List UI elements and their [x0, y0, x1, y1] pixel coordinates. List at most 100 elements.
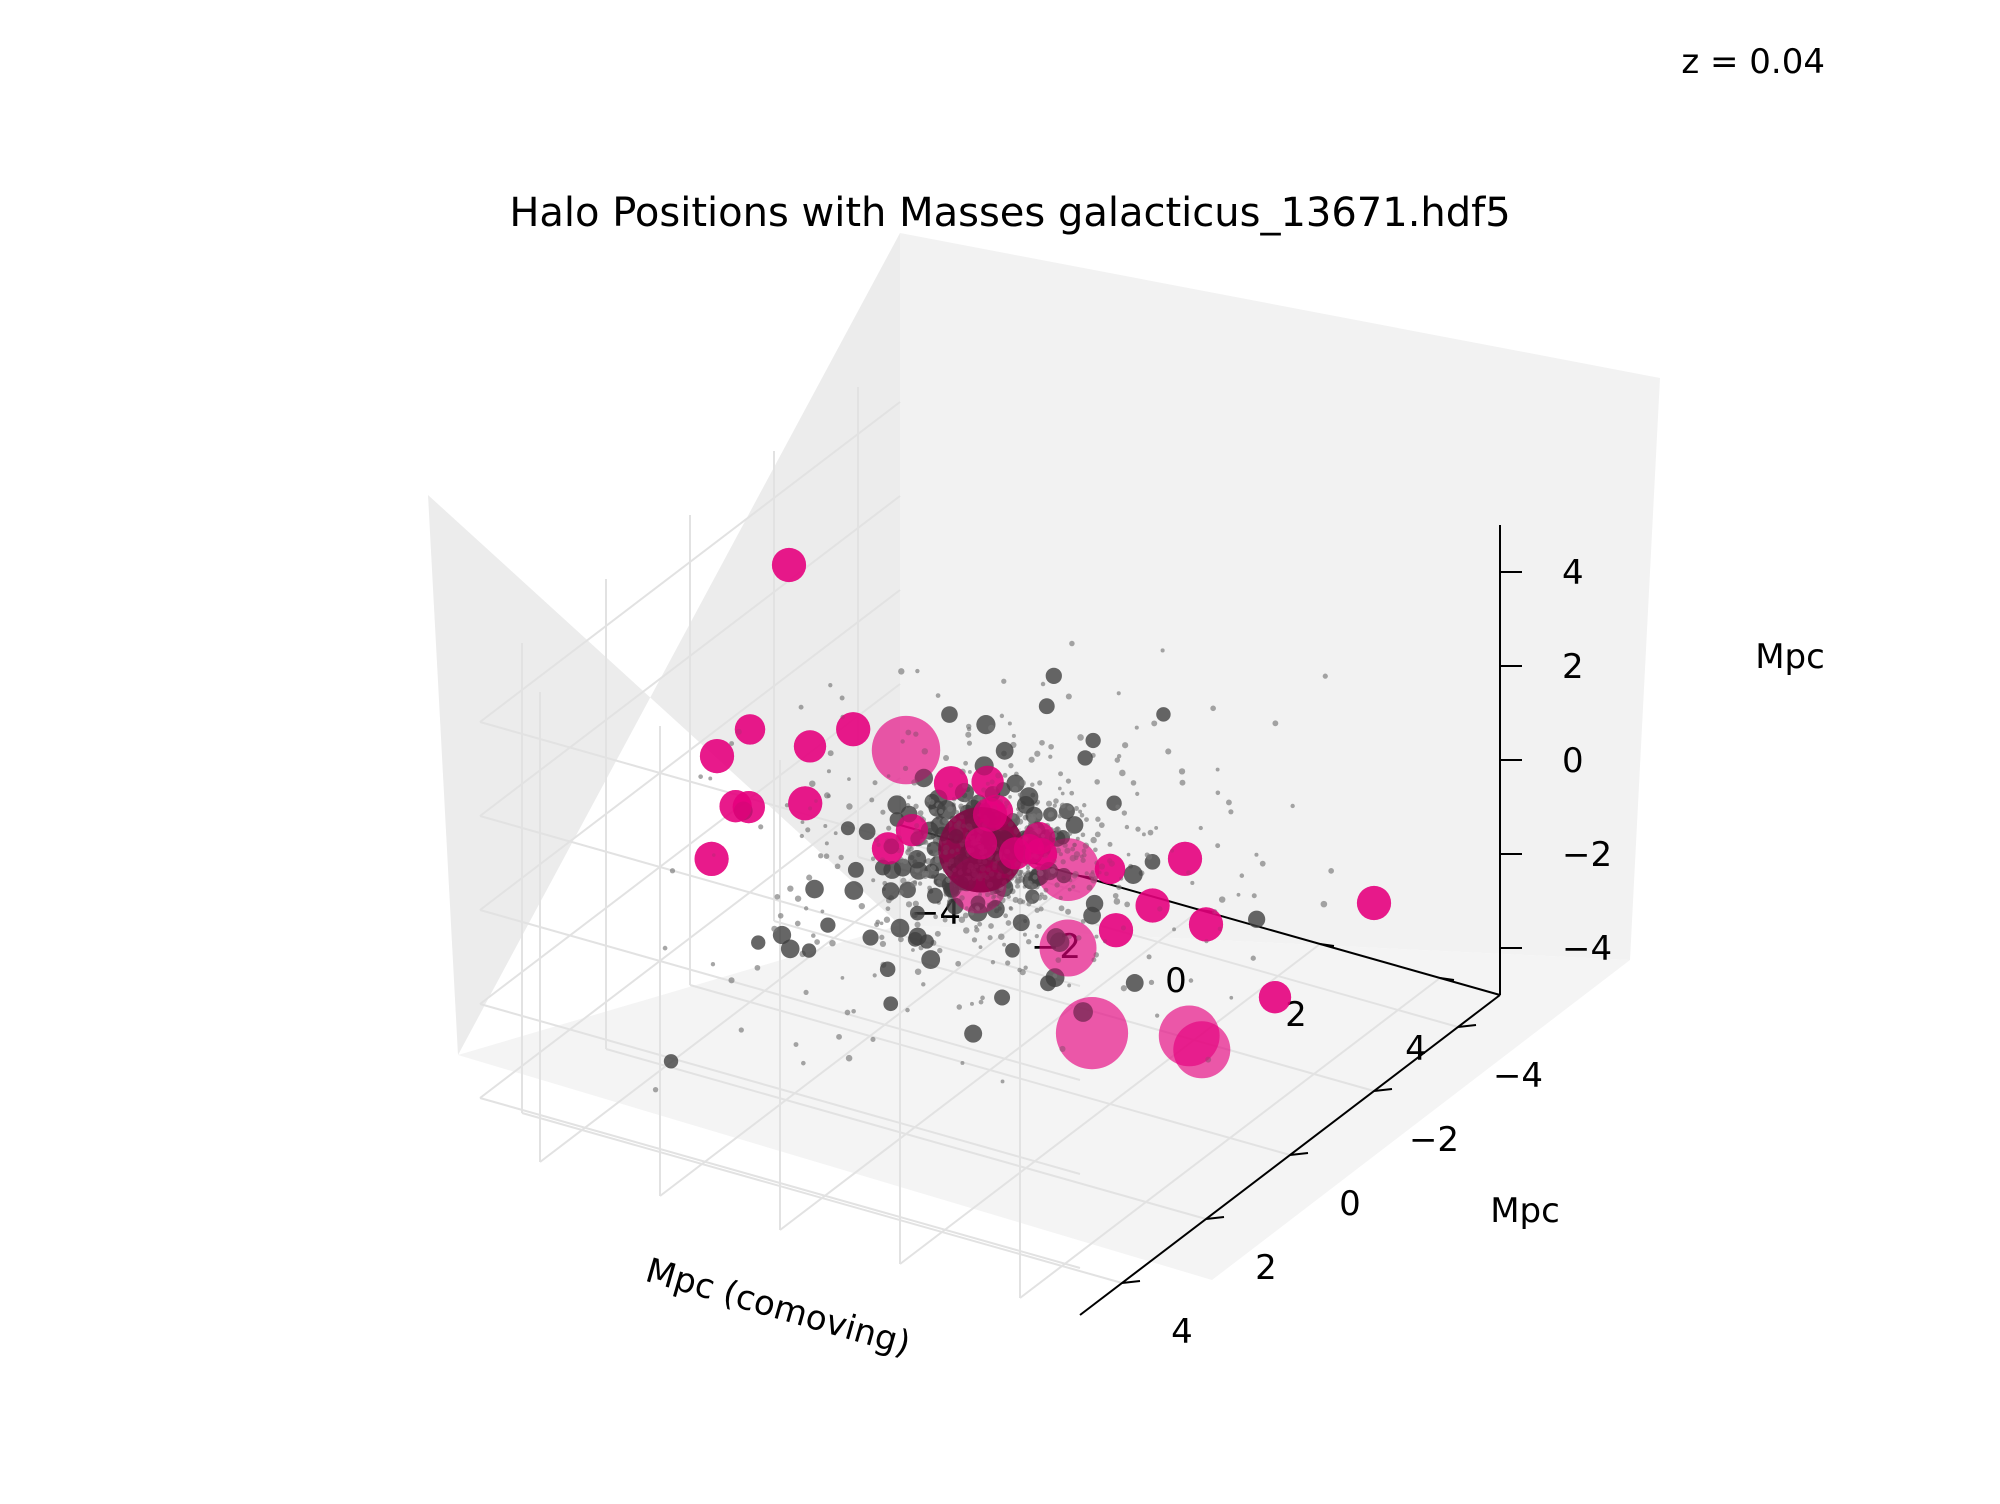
small-halo-point	[1215, 790, 1221, 796]
small-halo-point	[803, 989, 809, 995]
small-halo-point	[958, 916, 966, 923]
small-halo-point	[900, 739, 905, 744]
y-tick-label: −4	[1493, 1056, 1543, 1096]
z-axis-label: Mpc	[1755, 637, 1825, 677]
small-halo-point	[1156, 707, 1171, 722]
small-halo-point	[1012, 896, 1019, 903]
small-halo-point	[975, 905, 980, 910]
small-halo-point	[1047, 812, 1053, 818]
small-halo-point	[1190, 880, 1195, 886]
small-halo-point	[974, 927, 980, 933]
small-halo-point	[806, 874, 813, 881]
small-halo-point	[862, 929, 879, 946]
small-halo-point	[828, 683, 833, 688]
y-tick-label: −2	[1409, 1120, 1459, 1160]
data-points	[652, 547, 1392, 1093]
small-halo-point	[799, 833, 804, 839]
small-halo-point	[956, 1004, 962, 1010]
y-tick-label: 4	[1171, 1312, 1193, 1352]
small-halo-point	[1165, 748, 1172, 755]
small-halo-point	[1055, 830, 1070, 845]
chart-title: Halo Positions with Masses galacticus_13…	[509, 190, 1510, 236]
small-halo-point	[964, 1024, 983, 1043]
small-halo-point	[921, 748, 929, 755]
small-halo-point	[1032, 874, 1038, 880]
small-halo-point	[987, 935, 993, 941]
x-tick	[1439, 977, 1455, 981]
small-halo-point	[839, 695, 845, 701]
small-halo-point	[1215, 767, 1220, 772]
small-halo-point	[965, 731, 972, 738]
small-halo-point	[833, 831, 838, 836]
small-halo-point	[1250, 955, 1256, 961]
massive-halo-point	[1167, 841, 1203, 876]
small-halo-point	[1002, 772, 1008, 778]
small-halo-point	[1054, 826, 1061, 833]
small-halo-point	[1067, 983, 1072, 988]
small-halo-point	[1022, 932, 1027, 937]
small-halo-point	[1017, 818, 1024, 825]
massive-halo-point	[1173, 1021, 1231, 1079]
pane-floor	[458, 925, 1630, 1280]
small-halo-point	[991, 895, 996, 900]
small-halo-point	[1135, 791, 1140, 796]
small-halo-point	[772, 925, 792, 945]
small-halo-point	[1005, 960, 1011, 966]
small-halo-point	[1113, 898, 1121, 905]
small-halo-point	[1141, 832, 1146, 837]
small-halo-point	[1019, 779, 1026, 787]
small-halo-point	[988, 724, 995, 732]
small-halo-point	[1322, 673, 1328, 679]
small-halo-point	[1038, 906, 1044, 912]
small-halo-point	[1239, 873, 1245, 878]
small-halo-point	[999, 713, 1005, 719]
z-tick-label: −2	[1562, 835, 1612, 875]
small-halo-point	[912, 900, 919, 907]
small-halo-point	[1034, 907, 1040, 913]
small-halo-point	[879, 934, 885, 940]
massive-halo-point	[836, 712, 871, 747]
small-halo-point	[938, 808, 944, 814]
y-tick-label: 0	[1339, 1184, 1361, 1224]
small-halo-point	[1073, 806, 1079, 811]
small-halo-point	[1007, 721, 1012, 726]
small-halo-point	[1008, 906, 1014, 911]
small-halo-point	[1055, 957, 1062, 963]
small-halo-point	[930, 865, 937, 871]
small-halo-point	[1069, 640, 1075, 647]
small-halo-point	[995, 741, 1014, 760]
small-halo-point	[1188, 978, 1194, 983]
small-halo-point	[1005, 942, 1020, 958]
small-halo-point	[1121, 810, 1128, 816]
small-halo-point	[1254, 852, 1259, 857]
small-halo-point	[1025, 865, 1031, 871]
small-halo-point	[963, 798, 968, 803]
small-halo-point	[1218, 896, 1226, 903]
small-halo-point	[1058, 771, 1064, 777]
small-halo-point	[1072, 870, 1079, 878]
x-tick-label: 2	[1285, 995, 1307, 1035]
small-halo-point	[905, 901, 913, 908]
small-halo-point	[1178, 768, 1186, 775]
small-halo-point	[971, 937, 978, 943]
small-halo-point	[1036, 894, 1043, 901]
small-halo-point	[1272, 720, 1279, 727]
small-halo-point	[905, 849, 912, 856]
small-halo-point	[820, 917, 836, 933]
small-halo-point	[1229, 995, 1234, 1000]
small-halo-point	[818, 853, 824, 859]
small-halo-point	[771, 925, 778, 932]
small-halo-point	[905, 1007, 910, 1013]
small-halo-point	[1075, 836, 1080, 841]
small-halo-point	[801, 943, 817, 958]
small-halo-point	[1094, 779, 1100, 785]
grid-back-z	[479, 909, 1081, 1081]
small-halo-point	[902, 858, 909, 865]
small-halo-point	[963, 927, 970, 934]
small-halo-point	[942, 817, 949, 824]
small-halo-point	[1069, 790, 1075, 796]
small-halo-point	[883, 916, 891, 923]
redshift-annotation: z = 0.04	[1681, 42, 1825, 82]
small-halo-point	[1053, 798, 1059, 804]
